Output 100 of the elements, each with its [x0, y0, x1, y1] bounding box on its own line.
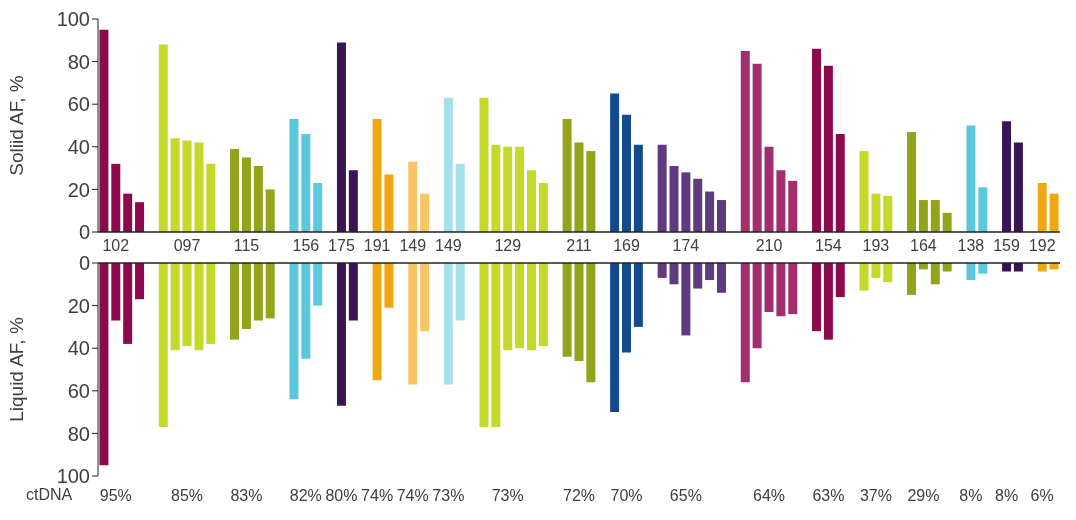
x-tick-label: 149	[399, 237, 427, 255]
bar	[111, 263, 121, 321]
y-tick-label: 20	[67, 178, 90, 201]
bar	[621, 263, 631, 353]
bar	[823, 65, 833, 232]
bar	[348, 170, 358, 232]
x-tick-label: 174	[672, 237, 700, 255]
bar	[752, 63, 762, 232]
bar	[1037, 183, 1047, 232]
bar	[883, 263, 893, 283]
y-tick-label: 0	[78, 221, 90, 244]
bar	[455, 163, 465, 232]
bar	[123, 193, 133, 232]
bar	[170, 138, 180, 232]
bar	[574, 263, 584, 361]
bar	[538, 263, 548, 347]
bar	[942, 212, 952, 232]
bar	[1002, 121, 1012, 232]
bar	[443, 263, 453, 385]
y-tick-label: 0	[78, 252, 90, 275]
x-tick-label: 175	[328, 237, 355, 255]
bar	[586, 263, 596, 383]
bar	[289, 119, 299, 232]
bar	[705, 191, 715, 232]
bar	[408, 161, 418, 232]
bar	[206, 163, 216, 232]
bar	[930, 200, 940, 232]
x-tick-label: 74%	[396, 487, 429, 505]
bar	[479, 263, 489, 428]
x-tick-label: 83%	[230, 487, 263, 505]
bar	[693, 263, 703, 289]
bar	[158, 263, 168, 428]
bar	[123, 263, 133, 344]
y-axis-title: Liquid AF, %	[5, 317, 27, 422]
x-tick-label: 193	[862, 237, 890, 255]
bar	[966, 125, 976, 232]
bar	[289, 263, 299, 400]
bar	[705, 263, 715, 281]
bar	[812, 263, 822, 332]
y-tick-label: 20	[67, 294, 90, 317]
bar	[384, 174, 394, 232]
bar	[336, 263, 346, 406]
bar	[443, 97, 453, 232]
x-tick-label: 149	[435, 237, 462, 255]
bar	[776, 263, 786, 317]
bar	[170, 263, 180, 351]
x-tick-label: 097	[173, 237, 201, 255]
bar	[313, 263, 323, 306]
bar	[871, 263, 881, 278]
y-tick-label: 60	[67, 93, 90, 116]
x-tick-label: 74%	[361, 487, 394, 505]
bar	[99, 263, 109, 466]
bar	[693, 178, 703, 232]
x-tick-label: 73%	[491, 487, 524, 505]
x-tick-label: 102	[102, 237, 130, 255]
bar	[907, 263, 917, 295]
x-tick-label: 95%	[99, 487, 132, 505]
bar	[930, 263, 940, 285]
bar	[538, 183, 548, 232]
bar	[788, 263, 798, 315]
bar	[515, 146, 525, 232]
y-tick-label: 40	[67, 337, 90, 360]
bar	[621, 114, 631, 232]
x-tick-label: 73%	[432, 487, 465, 505]
bar	[681, 263, 691, 336]
bar	[562, 119, 572, 232]
x-tick-label: 82%	[289, 487, 322, 505]
bar	[657, 263, 667, 278]
bar	[420, 263, 430, 332]
bar	[230, 263, 240, 340]
bar	[812, 48, 822, 232]
bar	[1037, 263, 1047, 272]
x-tick-label: 8%	[994, 487, 1019, 505]
bar	[348, 263, 358, 321]
bar	[942, 263, 952, 272]
bar	[764, 146, 774, 232]
bar	[301, 134, 311, 232]
bar	[313, 183, 323, 232]
bar	[586, 151, 596, 232]
bar	[610, 263, 620, 413]
bar	[883, 195, 893, 232]
bar	[657, 144, 667, 232]
bar	[871, 193, 881, 232]
bar	[241, 157, 251, 232]
bar	[253, 165, 263, 232]
bar	[835, 134, 845, 232]
bar	[717, 263, 727, 293]
bar	[752, 263, 762, 349]
bar	[491, 144, 501, 232]
y-tick-label: 100	[56, 8, 90, 31]
bar	[135, 263, 145, 300]
bar	[206, 263, 216, 344]
x-tick-label: 191	[363, 237, 391, 255]
bar	[776, 170, 786, 232]
bar	[669, 165, 679, 232]
bar	[135, 202, 145, 232]
bar	[455, 263, 465, 321]
y-tick-label: 40	[67, 135, 90, 158]
x-tick-label: 72%	[562, 487, 596, 505]
bar	[681, 172, 691, 232]
